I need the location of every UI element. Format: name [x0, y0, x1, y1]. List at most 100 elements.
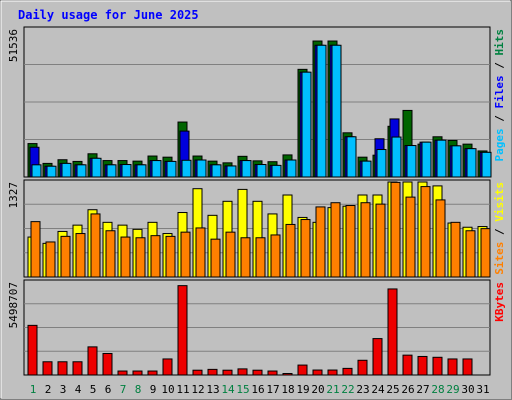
bar-pages-day-9: [151, 160, 162, 178]
bar-kbytes-day-17: [267, 370, 278, 376]
bar-pages-day-7: [121, 164, 132, 178]
bar-kbytes-day-14: [222, 369, 233, 376]
bar-kbytes-day-16: [252, 369, 263, 376]
bar-kbytes-day-6: [102, 352, 113, 376]
bar-pages-day-17: [271, 164, 282, 178]
bar-kbytes-day-24: [372, 338, 383, 376]
x-tick-label-6: 6: [105, 383, 112, 396]
panel-hits-files-pages: 51536 Pages / Files / Hits: [7, 26, 506, 178]
bar-sites-day-22: [345, 205, 356, 278]
panels: 51536 Pages / Files / Hits 1327 Sites / Vis…: [7, 26, 506, 376]
bar-sites-day-30: [465, 230, 476, 278]
bar-kbytes-day-18: [282, 373, 293, 376]
bar-pages-day-8: [136, 164, 147, 178]
bar-kbytes-day-1: [27, 324, 38, 376]
bar-kbytes-day-30: [462, 358, 473, 376]
x-tick-label-18: 18: [281, 383, 294, 396]
bar-kbytes-day-25: [387, 288, 398, 376]
x-tick-label-31: 31: [476, 383, 489, 396]
x-tick-label-7: 7: [120, 383, 127, 396]
bar-pages-day-25: [391, 136, 402, 178]
legend-entry: Pages: [493, 128, 506, 161]
bar-sites-day-13: [210, 238, 221, 278]
bar-sites-day-11: [180, 231, 191, 278]
bar-kbytes-day-22: [342, 367, 353, 376]
legend: Pages / Files / Hits: [493, 29, 506, 162]
bar-kbytes-day-2: [42, 361, 53, 376]
legend-entry: Sites: [493, 242, 506, 275]
bar-kbytes-day-4: [72, 361, 83, 376]
legend-entry: Hits: [493, 29, 506, 56]
bar-sites-day-7: [120, 236, 131, 278]
bar-sites-day-1: [30, 221, 41, 278]
bar-pages-day-29: [451, 145, 462, 178]
x-tick-label-9: 9: [150, 383, 157, 396]
bar-pages-day-24: [376, 149, 387, 178]
x-tick-label-8: 8: [135, 383, 142, 396]
chart-title: Daily usage for June 2025: [18, 8, 199, 22]
legend-entry: /: [493, 109, 506, 129]
bar-pages-day-1: [31, 164, 42, 178]
bar-kbytes-day-21: [327, 369, 338, 376]
bar-sites-day-26: [405, 196, 416, 278]
bar-pages-day-6: [106, 164, 117, 178]
bar-sites-day-2: [45, 241, 56, 278]
legend-entry: Files: [493, 75, 506, 108]
x-tick-label-24: 24: [371, 383, 385, 396]
x-tick-label-27: 27: [416, 383, 429, 396]
bar-pages-day-20: [316, 44, 327, 178]
bar-sites-day-3: [60, 235, 71, 278]
x-tick-label-22: 22: [341, 383, 354, 396]
legend-entry: KBytes: [493, 282, 506, 322]
bar-sites-day-10: [165, 235, 176, 278]
bar-pages-day-21: [331, 44, 342, 178]
bar-sites-day-14: [225, 231, 236, 278]
bar-sites-day-12: [195, 227, 206, 278]
bar-sites-day-21: [330, 202, 341, 278]
x-tick-label-21: 21: [326, 383, 339, 396]
bar-sites-day-5: [90, 213, 101, 278]
bar-kbytes-day-11: [177, 285, 188, 376]
bar-pages-day-30: [466, 148, 477, 178]
bar-kbytes-day-7: [117, 370, 128, 376]
bar-pages-day-14: [226, 165, 237, 178]
bar-kbytes-day-9: [147, 370, 158, 376]
bar-pages-day-5: [91, 157, 102, 178]
panel-kbytes: 5498707 KBytes: [7, 279, 506, 376]
bar-sites-day-15: [240, 237, 251, 278]
bar-kbytes-day-15: [237, 368, 248, 376]
x-tick-label-17: 17: [266, 383, 279, 396]
bar-pages-day-23: [361, 160, 372, 178]
bar-sites-day-23: [360, 202, 371, 278]
legend: Sites / Visits: [493, 182, 506, 275]
x-tick-label-3: 3: [60, 383, 67, 396]
bar-kbytes-day-10: [162, 358, 173, 376]
bar-sites-day-19: [300, 219, 311, 278]
bar-sites-day-9: [150, 235, 161, 278]
x-tick-label-11: 11: [176, 383, 189, 396]
bar-pages-day-26: [406, 145, 417, 178]
bar-sites-day-27: [420, 186, 431, 278]
x-tick-label-29: 29: [446, 383, 459, 396]
x-tick-label-2: 2: [45, 383, 52, 396]
bar-pages-day-19: [301, 71, 312, 178]
bar-sites-day-31: [480, 228, 491, 278]
x-tick-label-5: 5: [90, 383, 97, 396]
bar-pages-day-22: [346, 136, 357, 178]
x-tick-label-28: 28: [431, 383, 444, 396]
bar-sites-day-8: [135, 237, 146, 278]
bar-sites-day-25: [390, 181, 401, 278]
x-tick-label-19: 19: [296, 383, 309, 396]
bar-kbytes-day-12: [192, 369, 203, 376]
x-tick-label-23: 23: [356, 383, 369, 396]
bar-pages-day-4: [76, 164, 87, 178]
bar-pages-day-28: [436, 139, 447, 178]
bar-kbytes-day-13: [207, 368, 218, 376]
bar-sites-day-29: [450, 221, 461, 278]
bar-sites-day-20: [315, 206, 326, 278]
bar-pages-day-15: [241, 160, 252, 178]
x-tick-label-4: 4: [75, 383, 82, 396]
bar-kbytes-day-5: [87, 346, 98, 376]
bar-pages-day-27: [421, 141, 432, 178]
